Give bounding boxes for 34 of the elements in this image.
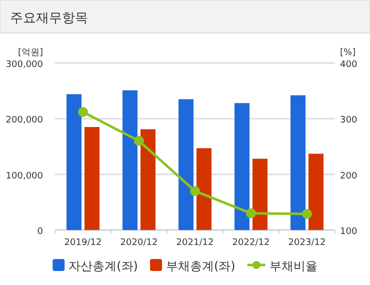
legend-label: 자산총계(좌) xyxy=(68,259,138,273)
y2-tick-label: 100 xyxy=(340,227,358,237)
bar xyxy=(196,148,212,230)
bar xyxy=(308,154,324,230)
y2-tick-label: 200 xyxy=(340,171,358,182)
y-axis-title: [억원] xyxy=(18,48,43,58)
bar xyxy=(252,158,268,230)
bar xyxy=(84,127,100,230)
bar xyxy=(178,99,194,230)
x-tick-label: 2023/12 xyxy=(288,238,326,248)
y-tick-label: 0 xyxy=(37,227,44,237)
bar xyxy=(122,90,138,230)
x-tick-label: 2019/12 xyxy=(64,238,102,248)
y-tick-label: 100,000 xyxy=(6,171,44,182)
y-tick-label: 300,000 xyxy=(6,60,44,70)
x-tick-label: 2020/12 xyxy=(120,238,158,248)
x-tick-label: 2022/12 xyxy=(232,238,270,248)
y-tick-label: 200,000 xyxy=(6,116,44,126)
bar xyxy=(290,95,306,230)
bar xyxy=(66,94,82,230)
point xyxy=(246,208,256,218)
point xyxy=(190,186,200,196)
bar xyxy=(234,103,250,230)
point xyxy=(78,106,88,117)
x-tick-label: 2021/12 xyxy=(176,238,214,248)
chart-title: 주요재무항목 xyxy=(10,11,88,26)
legend-label: 부채총계(좌) xyxy=(166,259,236,273)
y2-axis-title: [%] xyxy=(340,48,356,58)
point xyxy=(134,136,144,146)
y2-tick-label: 400 xyxy=(340,60,358,70)
bar xyxy=(140,129,156,230)
legend-label: 부채비율 xyxy=(269,259,318,273)
point xyxy=(302,208,312,219)
y2-tick-label: 300 xyxy=(340,116,358,126)
